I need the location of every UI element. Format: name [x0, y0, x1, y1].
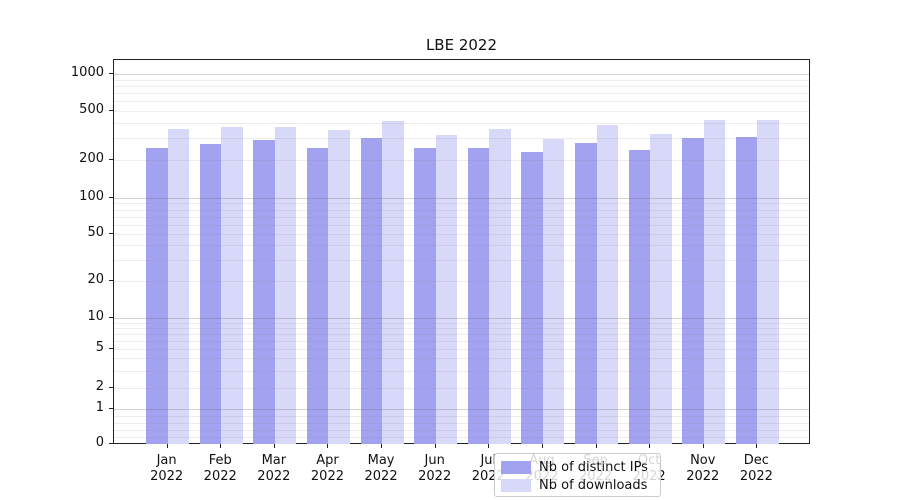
- y-axis-tick-label: 50: [87, 225, 104, 240]
- bar-downloads-may: [382, 120, 404, 444]
- y-axis-tick-label: 500: [79, 102, 104, 117]
- x-axis-tick-mark: [273, 444, 275, 448]
- bar-downloads-sep: [596, 124, 618, 444]
- plot-area: Nb of distinct IPs Nb of downloads: [113, 59, 810, 497]
- legend-swatch-distinct-ips: [501, 460, 531, 474]
- x-axis-tick-label: Apr 2022: [310, 453, 344, 484]
- bar-downloads-oct: [650, 133, 672, 444]
- y-axis-tick-label: 0: [95, 435, 104, 450]
- bar-downloads-feb: [221, 126, 243, 444]
- bar-downloads-apr: [328, 130, 350, 444]
- x-axis-tick-mark: [327, 444, 329, 448]
- bar-distinct-ips-feb: [199, 144, 222, 444]
- x-axis-tick-label: Dec 2022: [739, 453, 773, 484]
- y-axis-tick-mark: [109, 280, 113, 281]
- y-axis-tick-mark: [109, 443, 113, 444]
- bar-distinct-ips-dec: [735, 136, 758, 444]
- bar-distinct-ips-apr: [307, 148, 329, 444]
- y-axis-tick-label: 1000: [70, 65, 104, 80]
- legend-label-downloads: Nb of downloads: [539, 477, 648, 493]
- y-axis-tick-mark: [109, 233, 113, 234]
- legend: Nb of distinct IPs Nb of downloads: [494, 453, 661, 497]
- gridline: [114, 79, 809, 81]
- bar-distinct-ips-nov: [682, 138, 704, 444]
- y-axis-tick-mark: [109, 159, 113, 160]
- gridline: [114, 85, 809, 87]
- y-axis-tick-label: 200: [79, 151, 104, 166]
- bar-downloads-jul: [489, 128, 511, 444]
- bar-distinct-ips-oct: [628, 150, 651, 444]
- y-axis-tick-mark: [109, 73, 113, 74]
- x-axis-tick-label: Jun 2022: [418, 453, 452, 484]
- y-axis-tick-mark: [109, 387, 113, 388]
- bar-downloads-nov: [703, 120, 726, 444]
- x-axis-tick-mark: [434, 444, 436, 448]
- bar-distinct-ips-jul: [467, 147, 490, 444]
- x-axis-tick-label: May 2022: [364, 453, 398, 484]
- y-axis-tick-mark: [109, 317, 113, 318]
- gridline: [114, 93, 809, 95]
- x-axis-tick-mark: [220, 444, 222, 448]
- y-axis-tick-mark: [109, 408, 113, 409]
- bar-downloads-jan: [167, 129, 190, 444]
- x-axis-tick-mark: [756, 444, 758, 448]
- bar-downloads-aug: [542, 139, 565, 444]
- bar-distinct-ips-may: [360, 137, 383, 444]
- x-axis-tick-mark: [649, 444, 651, 448]
- legend-label-distinct-ips: Nb of distinct IPs: [539, 459, 648, 475]
- x-axis-tick-mark: [381, 444, 383, 448]
- legend-row-distinct-ips: Nb of distinct IPs: [501, 458, 652, 476]
- bar-downloads-jun: [435, 134, 458, 444]
- x-axis-tick-label: Feb 2022: [203, 453, 237, 484]
- bar-downloads-mar: [274, 127, 297, 444]
- bar-distinct-ips-mar: [253, 140, 275, 444]
- y-axis-tick-label: 1: [95, 400, 104, 415]
- y-axis-tick-label: 2: [95, 379, 104, 394]
- gridline: [114, 101, 809, 103]
- x-axis-tick-mark: [702, 444, 704, 448]
- x-axis-tick-label: Nov 2022: [686, 453, 720, 484]
- x-axis-tick-mark: [166, 444, 168, 448]
- y-axis-tick-label: 5: [95, 340, 104, 355]
- legend-row-downloads: Nb of downloads: [501, 476, 652, 494]
- bar-distinct-ips-aug: [521, 151, 543, 444]
- y-axis-tick-mark: [109, 110, 113, 111]
- x-axis-tick-mark: [595, 444, 597, 448]
- x-axis-tick-label: Jan 2022: [150, 453, 184, 484]
- y-axis-tick-label: 100: [79, 189, 104, 204]
- x-axis-tick-label: Mar 2022: [257, 453, 291, 484]
- bar-distinct-ips-jan: [146, 147, 168, 444]
- chart-title: LBE 2022: [425, 36, 498, 54]
- gridline: [114, 111, 809, 112]
- bar-downloads-dec: [757, 120, 779, 444]
- legend-swatch-downloads: [501, 478, 531, 492]
- x-axis-tick-mark: [488, 444, 490, 448]
- gridline: [114, 74, 809, 75]
- y-axis-tick-label: 20: [87, 272, 104, 287]
- y-axis-tick-label: 10: [87, 309, 104, 324]
- bar-distinct-ips-sep: [575, 142, 597, 444]
- y-axis-tick-mark: [109, 197, 113, 198]
- x-axis-tick-mark: [541, 444, 543, 448]
- y-axis-tick-mark: [109, 348, 113, 349]
- bar-distinct-ips-jun: [414, 148, 436, 444]
